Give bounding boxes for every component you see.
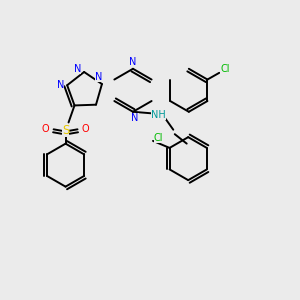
Text: Cl: Cl [154, 133, 163, 143]
Text: N: N [129, 57, 137, 67]
Text: O: O [82, 124, 89, 134]
Text: N: N [57, 80, 64, 90]
Text: NH: NH [151, 110, 166, 120]
Text: S: S [62, 124, 69, 137]
Text: N: N [131, 113, 139, 123]
Text: N: N [74, 64, 81, 74]
Text: N: N [95, 73, 102, 82]
Text: O: O [42, 124, 50, 134]
Text: Cl: Cl [220, 64, 230, 74]
